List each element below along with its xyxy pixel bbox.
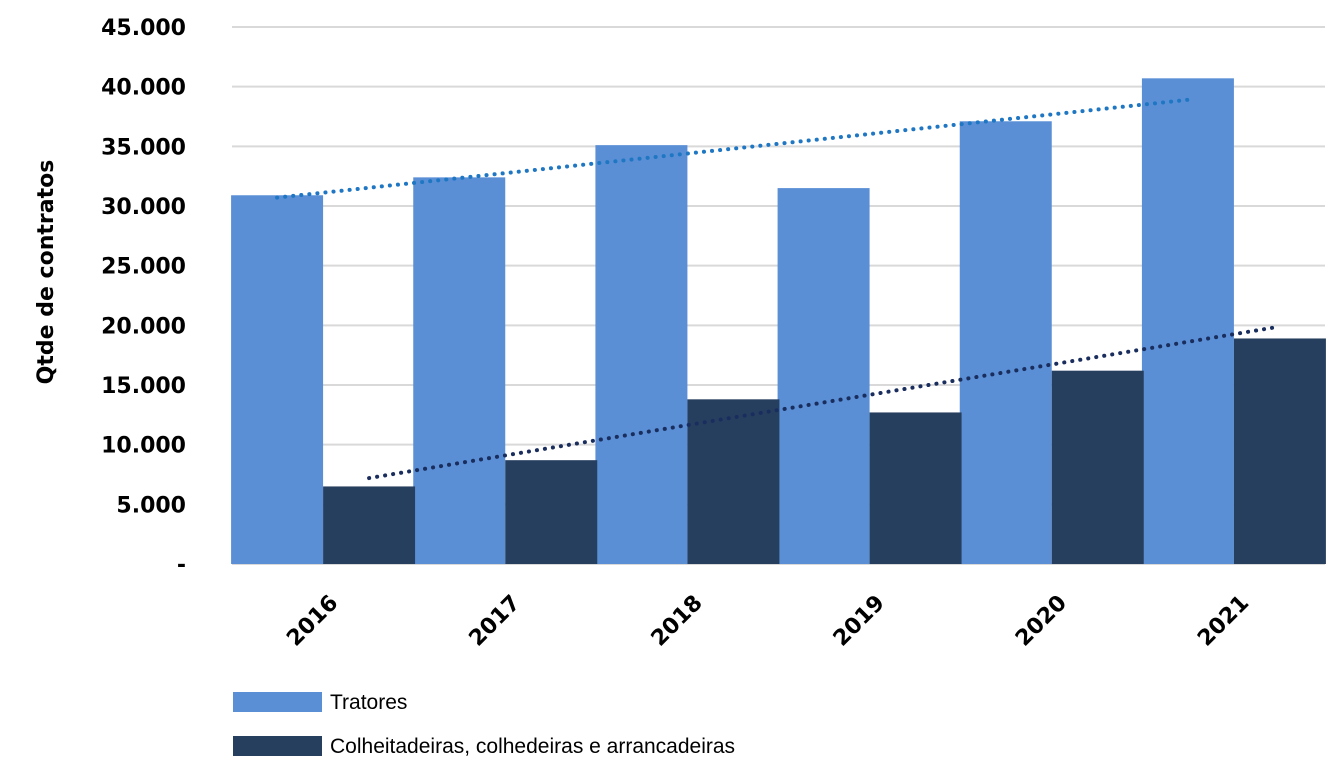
legend-label: Tratores xyxy=(330,691,407,714)
legend: Tratores Colheitadeiras, colhedeiras e ar… xyxy=(233,691,735,758)
x-tick-label: 2017 xyxy=(465,591,526,652)
y-tick-label: 20.000 xyxy=(101,314,186,339)
y-tick-label: 10.000 xyxy=(101,434,186,459)
trendlines xyxy=(275,97,1282,481)
y-tick-label: 35.000 xyxy=(101,135,186,160)
x-tick-label: 2019 xyxy=(829,591,890,652)
y-axis-ticks: - 5.000 10.000 15.000 20.000 25.000 30.000 35.0… xyxy=(101,16,186,578)
bar-tratores xyxy=(1141,78,1234,565)
bar-tratores xyxy=(777,188,870,564)
legend-swatch xyxy=(233,692,322,712)
bar-colheitadeiras xyxy=(687,399,780,564)
x-tick-label: 2020 xyxy=(1011,591,1072,652)
y-axis-label: Qtde de contratos xyxy=(34,160,59,385)
bar-colheitadeiras xyxy=(323,486,416,564)
bar-tratores xyxy=(595,145,688,564)
bars xyxy=(231,78,1326,565)
bar-tratores xyxy=(959,121,1052,565)
trendline-colheitadeiras xyxy=(367,324,1282,481)
bar-colheitadeiras xyxy=(1051,370,1144,564)
trendline-tratores xyxy=(275,97,1190,200)
x-axis-ticks: 2016 2017 2018 2019 2020 2021 xyxy=(282,591,1254,652)
y-tick-label: 25.000 xyxy=(101,255,186,280)
bar-colheitadeiras xyxy=(505,460,598,564)
x-tick-label: 2016 xyxy=(282,591,343,652)
bar-colheitadeiras xyxy=(1233,338,1326,564)
legend-label: Colheitadeiras, colhedeiras e arrancadei… xyxy=(330,735,735,758)
bar-tratores xyxy=(413,177,506,565)
legend-swatch xyxy=(233,736,322,756)
y-tick-label: 30.000 xyxy=(101,195,186,220)
y-tick-label: - xyxy=(177,553,186,578)
y-tick-label: 45.000 xyxy=(101,16,186,41)
bar-colheitadeiras xyxy=(869,412,962,564)
bar-tratores xyxy=(231,195,324,564)
y-tick-label: 5.000 xyxy=(116,493,186,518)
x-tick-label: 2021 xyxy=(1193,591,1254,652)
y-tick-label: 15.000 xyxy=(101,374,186,399)
x-tick-label: 2018 xyxy=(647,591,708,652)
y-tick-label: 40.000 xyxy=(101,76,186,101)
